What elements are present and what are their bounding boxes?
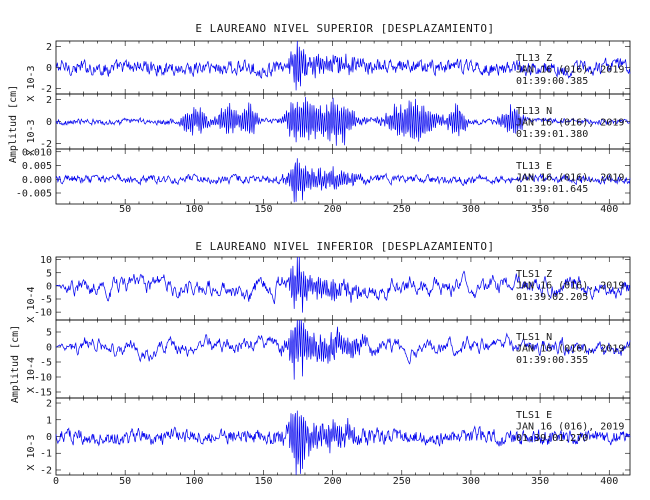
x-tick-label: 350	[531, 204, 549, 215]
series-line-tl13-e	[55, 158, 631, 203]
y-tick-label: -2	[40, 139, 52, 150]
y-tick-label: 2	[46, 399, 52, 410]
y-tick-label: 2	[46, 42, 52, 53]
y-axis-label-superior: Amplitud [cm]	[8, 85, 19, 163]
y-tick-label: -2	[40, 465, 52, 476]
y-tick-label: 2	[46, 95, 52, 106]
x-tick-label: 0	[53, 476, 59, 487]
y-tick-label: 0.010	[22, 147, 52, 158]
y-tick-label: -1	[40, 449, 52, 460]
station-annotation: TL13 E	[516, 161, 552, 172]
station-annotation: 01:39:01.270	[516, 433, 588, 444]
x-tick-label: 300	[462, 204, 480, 215]
scale-label: X 10-4	[26, 286, 37, 322]
station-annotation: 01:39:00.385	[516, 76, 588, 87]
station-annotation: JAN 16 (016), 2019	[516, 344, 624, 355]
station-annotation: 01:39:02.205	[516, 292, 588, 303]
station-annotation: JAN 16 (016), 2019	[516, 422, 624, 433]
x-tick-label: 150	[254, 476, 272, 487]
x-tick-label: 200	[324, 476, 342, 487]
panel-frame	[55, 148, 631, 205]
y-tick-label: 0	[46, 343, 52, 354]
y-tick-label: 5	[46, 328, 52, 339]
station-annotation: 01:39:01.645	[516, 184, 588, 195]
x-tick-label: 200	[324, 204, 342, 215]
y-tick-label: 0.005	[22, 161, 52, 172]
x-tick-label: 300	[462, 476, 480, 487]
x-tick-label: 150	[254, 204, 272, 215]
y-axis-label-inferior: Amplitud [cm]	[10, 325, 21, 403]
station-annotation: 01:39:00.355	[516, 355, 588, 366]
y-tick-label: 0	[46, 432, 52, 443]
chart-title-superior: E LAUREANO NIVEL SUPERIOR [DESPLAZAMIENT…	[195, 22, 494, 35]
y-tick-label: 10	[40, 255, 52, 266]
x-tick-label: 400	[600, 476, 618, 487]
series-line-tls1-z	[55, 256, 631, 313]
x-tick-label: 350	[531, 476, 549, 487]
y-tick-label: 5	[46, 268, 52, 279]
y-tick-label: -5	[40, 358, 52, 369]
scale-label: X 10-3	[26, 65, 37, 101]
y-tick-label: 0.000	[22, 175, 52, 186]
x-tick-label: 50	[119, 476, 131, 487]
x-tick-label: 250	[393, 476, 411, 487]
station-annotation: JAN 16 (016), 2019	[516, 65, 624, 76]
y-tick-label: 0	[46, 281, 52, 292]
scale-label: X 10-4	[26, 357, 37, 393]
scale-label: X 10-3	[26, 434, 37, 470]
station-annotation: JAN 16 (016), 2019	[516, 118, 624, 129]
series-line-tl13-z	[55, 40, 631, 91]
y-tick-label: -2	[40, 84, 52, 95]
station-annotation: TLS1 Z	[516, 269, 552, 280]
x-tick-label: 400	[600, 204, 618, 215]
station-annotation: JAN 16 (016), 2019	[516, 281, 624, 292]
y-tick-label: 0	[46, 117, 52, 128]
x-tick-label: 50	[119, 204, 131, 215]
scale-label: X 10-3	[26, 119, 37, 155]
station-annotation: TLS1 N	[516, 332, 552, 343]
x-tick-label: 100	[185, 476, 203, 487]
y-tick-label: -15	[34, 388, 52, 399]
series-line-tls1-n	[55, 319, 631, 380]
y-tick-label: -5	[40, 295, 52, 306]
x-tick-label: 100	[185, 204, 203, 215]
y-tick-label: 1	[46, 415, 52, 426]
series-line-tl13-n	[55, 96, 631, 146]
y-tick-label: -10	[34, 308, 52, 319]
y-tick-label: -10	[34, 373, 52, 384]
station-annotation: TL13 Z	[516, 53, 552, 64]
series-line-tls1-e	[55, 410, 631, 476]
station-annotation: TLS1 E	[516, 410, 552, 421]
station-annotation: 01:39:01.380	[516, 129, 588, 140]
x-tick-label: 250	[393, 204, 411, 215]
station-annotation: JAN 16 (016), 2019	[516, 173, 624, 184]
y-tick-label: -0.005	[16, 189, 52, 200]
y-tick-label: 0	[46, 63, 52, 74]
station-annotation: TL13 N	[516, 106, 552, 117]
chart-title-inferior: E LAUREANO NIVEL INFERIOR [DESPLAZAMIENT…	[195, 240, 494, 253]
